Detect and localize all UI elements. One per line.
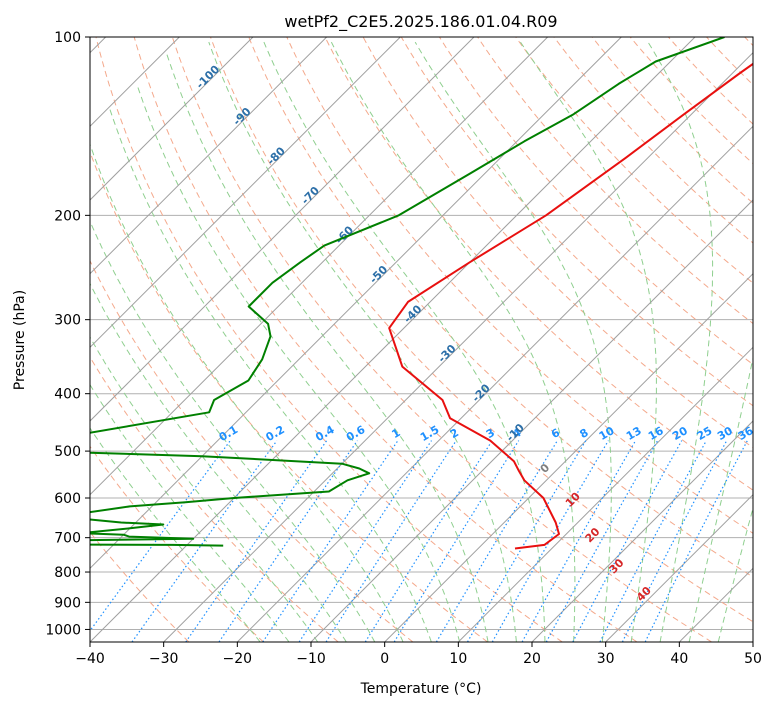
mixing-ratio-line [185, 440, 328, 642]
x-tick-label: 20 [523, 651, 541, 667]
mixing-ratio-line [621, 440, 728, 642]
dry-adiabat-line [400, 37, 753, 407]
isotherm-line [90, 37, 401, 349]
moist-adiabat-line [109, 108, 432, 642]
y-tick-label: 200 [54, 208, 81, 224]
mixing-ratio-line [90, 440, 231, 632]
mixing-ratio-line [218, 440, 358, 642]
moist-adiabat-line [208, 41, 517, 642]
isotherm-line [605, 493, 753, 642]
x-tick-label: −40 [75, 651, 105, 667]
mixing-ratio-line [466, 440, 587, 642]
dry-adiabat-line [171, 37, 712, 642]
mixing-ratio-line [644, 440, 748, 642]
moist-adiabat-line [90, 427, 261, 642]
moist-adiabat-line [263, 41, 546, 642]
moist-adiabat-line [330, 41, 576, 642]
dry-adiabat-line [629, 37, 753, 165]
moist-adiabat-line [90, 142, 404, 642]
x-tick-label: −30 [149, 651, 179, 667]
moist-adiabat-line [136, 83, 461, 642]
axis-ticks: −40 −30 −20 −10 0 10 20 30 40 50 100 200 300 400 500 60… [45, 30, 762, 667]
mixing-ratio-line [521, 440, 637, 642]
mixing-ratio-line [435, 440, 558, 642]
isotherm-line [90, 37, 328, 275]
moist-adiabat-line [647, 41, 714, 642]
chart-title: wetPf2_C2E5.2025.186.01.04.R09 [284, 12, 557, 32]
y-tick-label: 500 [54, 444, 81, 460]
dry-adiabat-line [90, 445, 264, 642]
isotherm-line [310, 199, 753, 642]
y-tick-label: 800 [54, 565, 81, 581]
x-tick-label: −20 [223, 651, 253, 667]
dry-adiabat-line [210, 37, 753, 623]
mixing-ratio-line [393, 440, 520, 642]
isotherm-line [163, 51, 753, 642]
isotherm-line [90, 37, 549, 496]
y-tick-label: 600 [54, 491, 81, 507]
dry-adiabat-line [248, 37, 753, 578]
moist-adiabat-line [688, 355, 753, 642]
y-tick-label: 1000 [45, 622, 81, 638]
isotherm-line [236, 125, 753, 642]
y-axis-label: Pressure (hPa) [12, 290, 28, 390]
x-tick-label: 30 [597, 651, 615, 667]
y-tick-label: 100 [54, 30, 81, 46]
moist-adiabat-line [90, 220, 376, 642]
x-tick-label: 0 [380, 651, 389, 667]
y-tick-label: 400 [54, 387, 81, 403]
dry-adiabat-line [324, 37, 753, 491]
y-tick-label: 300 [54, 313, 81, 329]
dry-adiabat-line [95, 37, 563, 642]
isotherm-line [531, 420, 753, 642]
profile-lines [90, 37, 753, 550]
x-tick-label: −10 [296, 651, 326, 667]
moist-adiabat-line [520, 41, 657, 642]
isotherm-line [90, 37, 622, 570]
x-tick-label: 40 [670, 651, 688, 667]
mixing-ratio-line [298, 440, 432, 642]
plot-frame [89, 36, 754, 643]
dry-adiabat-line [477, 37, 753, 325]
moist-adiabat-line [90, 383, 290, 642]
dry-adiabat-line [591, 37, 753, 204]
mixing-ratio-label: 36 [736, 424, 756, 443]
isotherm-line [384, 272, 753, 642]
dry-adiabat-line [90, 259, 414, 642]
isotherm-line [90, 37, 254, 201]
mixing-ratio-line [262, 440, 399, 642]
isotherm-line [90, 37, 475, 422]
background-lines [90, 37, 753, 642]
isotherm-line [457, 346, 753, 642]
y-tick-label: 900 [54, 595, 81, 611]
moist-adiabat-line [414, 41, 612, 642]
moist-adiabat-line [165, 51, 489, 642]
x-tick-label: 10 [449, 651, 467, 667]
mixing-ratio-line [491, 440, 609, 642]
x-axis-label: Temperature (°C) [360, 681, 482, 697]
dry-adiabat-line [133, 37, 638, 642]
mixing-ratio-line [131, 440, 278, 642]
moist-adiabat-line [90, 282, 347, 642]
mixing-ratio-line [599, 440, 707, 642]
moist-adiabat-line [717, 506, 753, 642]
x-tick-label: 50 [744, 651, 762, 667]
dry-adiabat-line [515, 37, 753, 284]
temperature-line [388, 62, 753, 550]
y-tick-label: 700 [54, 531, 81, 547]
dewpoint-line [90, 37, 725, 547]
